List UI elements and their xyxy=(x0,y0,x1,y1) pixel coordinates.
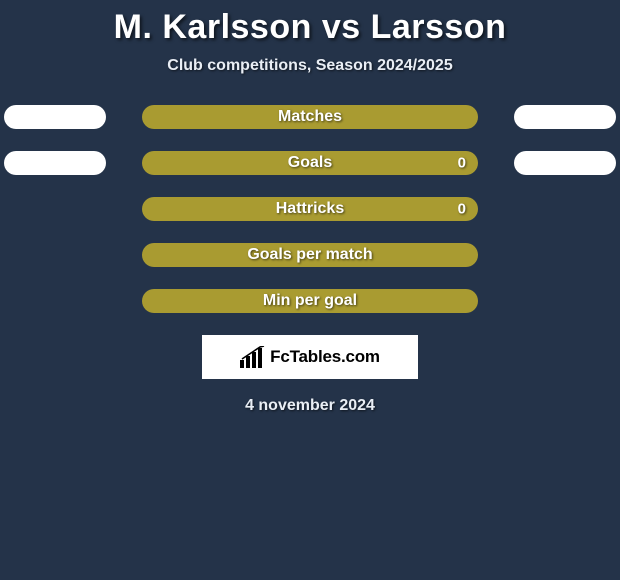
stat-label: Min per goal xyxy=(263,292,357,310)
stat-bar: Hattricks 0 xyxy=(142,197,478,221)
stat-bar: Matches xyxy=(142,105,478,129)
season-subtitle: Club competitions, Season 2024/2025 xyxy=(0,57,620,75)
snapshot-date: 4 november 2024 xyxy=(0,397,620,415)
bars-icon xyxy=(240,346,266,368)
stats-rows: Matches Goals 0 Hattricks 0 Goals per match Mi… xyxy=(0,105,620,313)
stat-row: Goals 0 xyxy=(0,151,620,175)
stat-bar: Goals 0 xyxy=(142,151,478,175)
logo-box: FcTables.com xyxy=(202,335,418,379)
stat-label: Hattricks xyxy=(276,200,344,218)
stat-label: Goals per match xyxy=(247,246,372,264)
right-value-pill xyxy=(514,151,616,175)
right-value-pill xyxy=(514,105,616,129)
stat-right-value: 0 xyxy=(458,155,466,172)
stat-label: Goals xyxy=(288,154,332,172)
stat-right-value: 0 xyxy=(458,201,466,218)
stat-bar: Goals per match xyxy=(142,243,478,267)
logo-text: FcTables.com xyxy=(270,347,380,367)
fctables-logo: FcTables.com xyxy=(240,346,380,368)
left-value-pill xyxy=(4,105,106,129)
stat-row: Goals per match xyxy=(0,243,620,267)
left-value-pill xyxy=(4,151,106,175)
stat-bar: Min per goal xyxy=(142,289,478,313)
stat-row: Min per goal xyxy=(0,289,620,313)
stat-row: Hattricks 0 xyxy=(0,197,620,221)
page-title: M. Karlsson vs Larsson xyxy=(0,8,620,47)
stat-label: Matches xyxy=(278,108,342,126)
stat-row: Matches xyxy=(0,105,620,129)
